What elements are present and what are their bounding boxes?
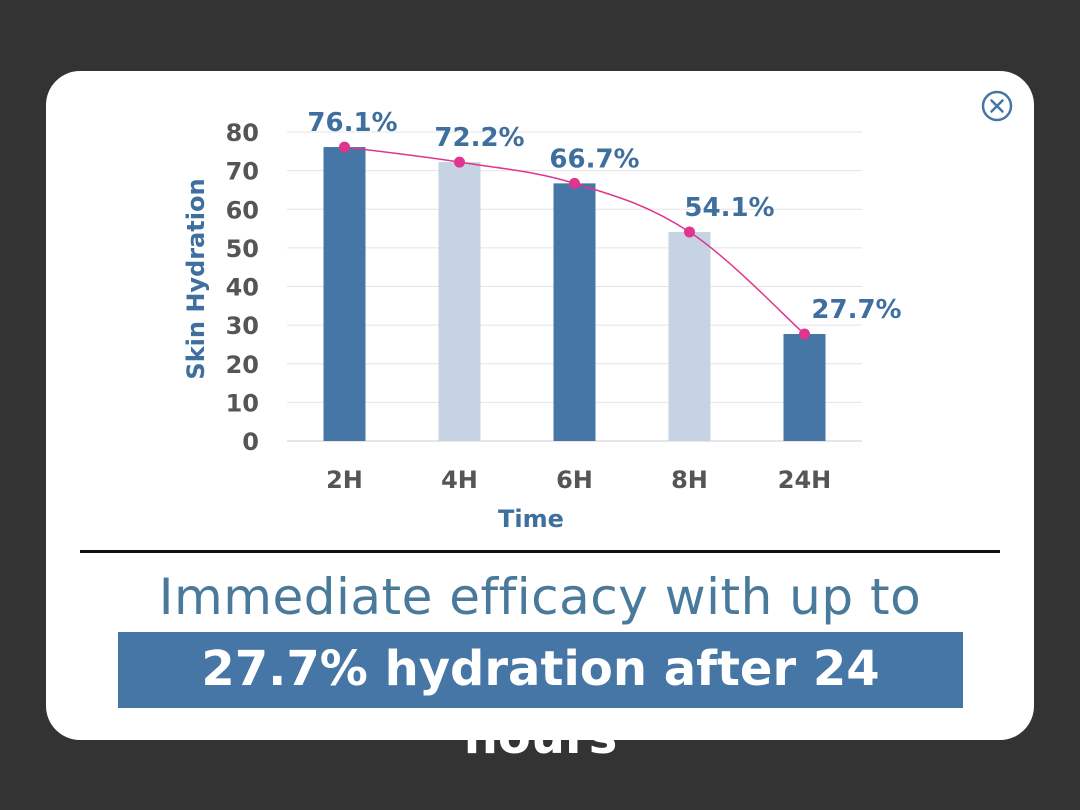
caption-highlight-box xyxy=(118,632,963,708)
x-tick-label: 2H xyxy=(326,466,363,494)
close-circle-icon xyxy=(981,90,1013,122)
trend-point-2H xyxy=(339,141,350,153)
data-label-24H: 27.7% xyxy=(811,295,901,325)
trend-point-6H xyxy=(569,177,580,189)
x-tick-label: 8H xyxy=(671,466,708,494)
bar-8H xyxy=(668,232,711,441)
y-tick-label: 40 xyxy=(226,274,259,302)
data-label-8H: 54.1% xyxy=(684,193,774,223)
trend-line xyxy=(339,141,810,340)
y-tick-label: 70 xyxy=(226,158,259,186)
y-tick-label: 30 xyxy=(226,312,259,340)
bar-6H xyxy=(553,183,596,441)
caption-headline: Immediate efficacy with up to xyxy=(158,568,922,626)
data-label-2H: 76.1% xyxy=(307,108,397,138)
x-tick-label: 4H xyxy=(441,466,478,494)
y-tick-label: 50 xyxy=(226,235,259,263)
trend-point-8H xyxy=(684,226,695,238)
y-tick-label: 60 xyxy=(226,196,259,224)
trend-point-4H xyxy=(454,156,465,168)
bar-4H xyxy=(438,162,481,441)
y-axis-label: Skin Hydration xyxy=(182,178,210,379)
data-label-4H: 72.2% xyxy=(434,123,524,153)
modal-panel xyxy=(46,71,1034,740)
bars xyxy=(323,147,826,441)
bar-2H xyxy=(323,147,366,441)
x-tick-label: 6H xyxy=(556,466,593,494)
x-axis-label: Time xyxy=(498,505,564,533)
x-tick-label: 24H xyxy=(778,466,831,494)
bar-24H xyxy=(783,334,826,441)
data-label-6H: 66.7% xyxy=(549,144,639,174)
y-tick-label: 80 xyxy=(226,119,259,147)
y-tick-label: 20 xyxy=(226,351,259,379)
y-tick-label: 0 xyxy=(242,428,259,456)
data-labels: 76.1% 72.2% 66.7% 54.1% 27.7% xyxy=(307,108,901,325)
close-button[interactable] xyxy=(981,90,1013,122)
trend-point-24H xyxy=(799,328,810,340)
hydration-chart: 76.1% 72.2% 66.7% 54.1% 27.7% 0 10 20 30 40 50 60 7… xyxy=(182,108,902,533)
y-tick-label: 10 xyxy=(226,389,259,417)
x-tick-labels: 2H 4H 6H 8H 24H xyxy=(326,466,831,494)
caption-highlight-text: 27.7% hydration after 24 hours xyxy=(201,641,880,765)
y-tick-labels: 0 10 20 30 40 50 60 70 80 xyxy=(226,119,259,456)
divider-line xyxy=(80,550,1000,553)
